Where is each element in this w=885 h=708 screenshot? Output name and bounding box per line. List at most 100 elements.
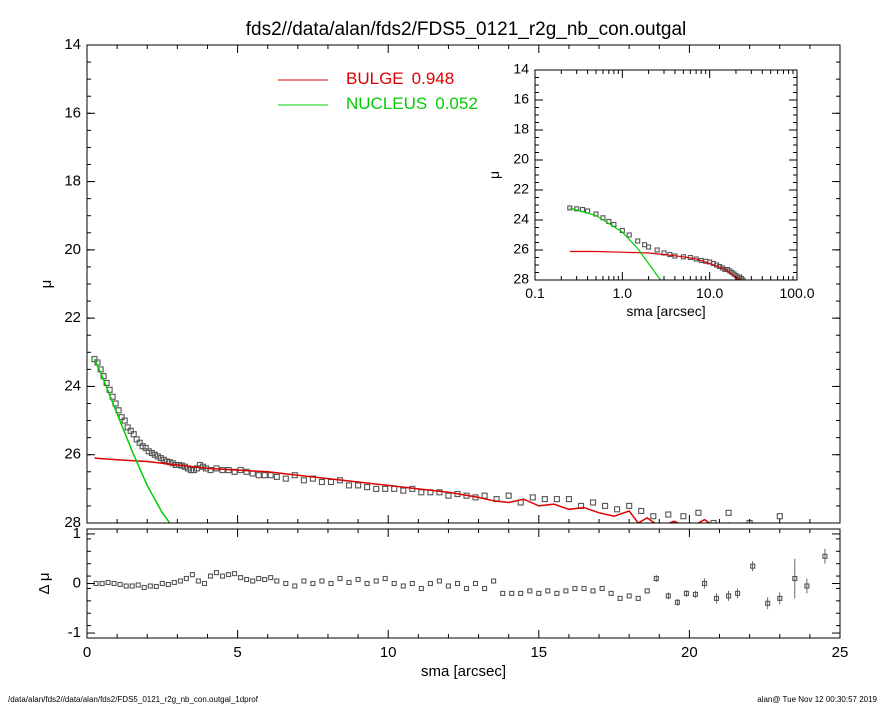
data-point	[536, 590, 542, 596]
data-point	[572, 585, 578, 592]
data-point	[602, 502, 609, 509]
data-point	[147, 583, 153, 589]
data-point	[355, 576, 361, 583]
data-point	[599, 585, 605, 592]
data-point	[364, 580, 370, 587]
data-point	[635, 238, 641, 244]
data-point	[274, 578, 280, 584]
data-point	[713, 595, 720, 601]
data-point	[726, 593, 732, 599]
data-point	[250, 578, 256, 584]
legend-nucleus-name: NUCLEUS	[346, 94, 427, 113]
y-tick-label: 28	[64, 514, 81, 531]
data-point	[418, 585, 424, 592]
x-tick-label: 10.0	[696, 285, 723, 301]
data-point	[463, 585, 470, 592]
y-tick-label: 16	[64, 104, 81, 121]
data-point	[105, 579, 111, 586]
data-point	[777, 595, 783, 601]
data-point	[692, 591, 698, 597]
data-point	[373, 485, 380, 492]
data-point	[436, 578, 442, 584]
data-point	[255, 472, 262, 479]
legend-nucleus-value: 0.052	[435, 94, 478, 113]
y-tick-label: 24	[64, 377, 81, 394]
footer-left-path: /data/alan/fds2//data/alan/fds2/FDS5_012…	[8, 695, 259, 704]
data-point	[409, 580, 415, 587]
data-point	[472, 580, 479, 587]
data-point	[243, 468, 250, 475]
legend-nucleus-label: NUCLEUS 0.052	[346, 94, 478, 113]
data-point	[153, 583, 159, 590]
data-point	[735, 590, 741, 596]
main-profile-plot: 14 16 18 20 22 24 26 28 μ	[38, 36, 841, 531]
data-point	[710, 519, 717, 523]
data-point	[391, 580, 397, 587]
x-tick-label: 15	[530, 644, 547, 661]
data-point	[201, 580, 208, 587]
data-point	[635, 595, 641, 601]
x-tick-label: 0	[83, 644, 91, 661]
data-point	[445, 583, 451, 589]
data-point	[226, 572, 232, 578]
y-tick-label: 20	[64, 241, 81, 258]
legend-bulge-name: BULGE	[346, 69, 404, 88]
x-tick-label: 20	[681, 644, 698, 661]
data-point	[701, 580, 708, 587]
data-point	[165, 581, 171, 588]
data-point	[527, 588, 533, 594]
data-point	[219, 467, 226, 474]
y-axis-label: μ	[486, 171, 502, 179]
plot-area	[91, 356, 783, 523]
data-point	[213, 570, 220, 576]
y-tick-label: 26	[513, 241, 529, 257]
data-point	[454, 580, 461, 587]
data-point	[740, 277, 746, 280]
plot-area	[567, 205, 746, 280]
series-line-bulge	[569, 250, 742, 280]
data-point	[346, 579, 352, 586]
data-point	[219, 573, 226, 579]
data-point	[614, 506, 621, 513]
data-point	[626, 232, 632, 238]
x-tick-label: 1.0	[613, 285, 633, 301]
data-point	[400, 487, 407, 494]
legend: BULGE 0.948 NUCLEUS 0.052	[278, 69, 478, 113]
data-point	[319, 578, 325, 584]
data-point	[529, 494, 536, 501]
data-point	[642, 242, 648, 248]
data-point	[183, 575, 189, 582]
y-tick-label: -1	[68, 624, 81, 641]
data-point	[171, 579, 177, 586]
data-point	[750, 563, 756, 569]
data-point	[327, 478, 335, 486]
footer-right-timestamp: alan@ Tue Nov 12 00:30:57 2019	[757, 695, 877, 704]
data-point	[776, 513, 783, 520]
data-point	[189, 572, 195, 578]
data-point	[581, 585, 587, 592]
data-point	[644, 588, 650, 594]
data-point	[804, 583, 810, 589]
data-point	[123, 583, 129, 589]
data-point	[653, 575, 659, 582]
data-point	[273, 473, 280, 480]
series-line-nucleus	[93, 358, 171, 523]
data-point	[145, 448, 152, 455]
data-point	[261, 472, 268, 479]
data-point	[301, 578, 307, 584]
data-point	[99, 580, 105, 587]
y-tick-label: 26	[64, 446, 81, 463]
y-tick-label: 14	[64, 36, 81, 53]
data-point	[195, 578, 201, 584]
data-point	[500, 590, 506, 596]
data-point	[626, 593, 632, 599]
y-tick-label: 24	[513, 211, 529, 227]
data-point	[545, 588, 551, 594]
data-point	[391, 485, 398, 492]
data-point	[541, 496, 548, 503]
data-point	[318, 478, 325, 486]
data-point	[481, 492, 488, 499]
y-tick-label: 18	[64, 173, 81, 190]
data-point	[792, 575, 798, 582]
